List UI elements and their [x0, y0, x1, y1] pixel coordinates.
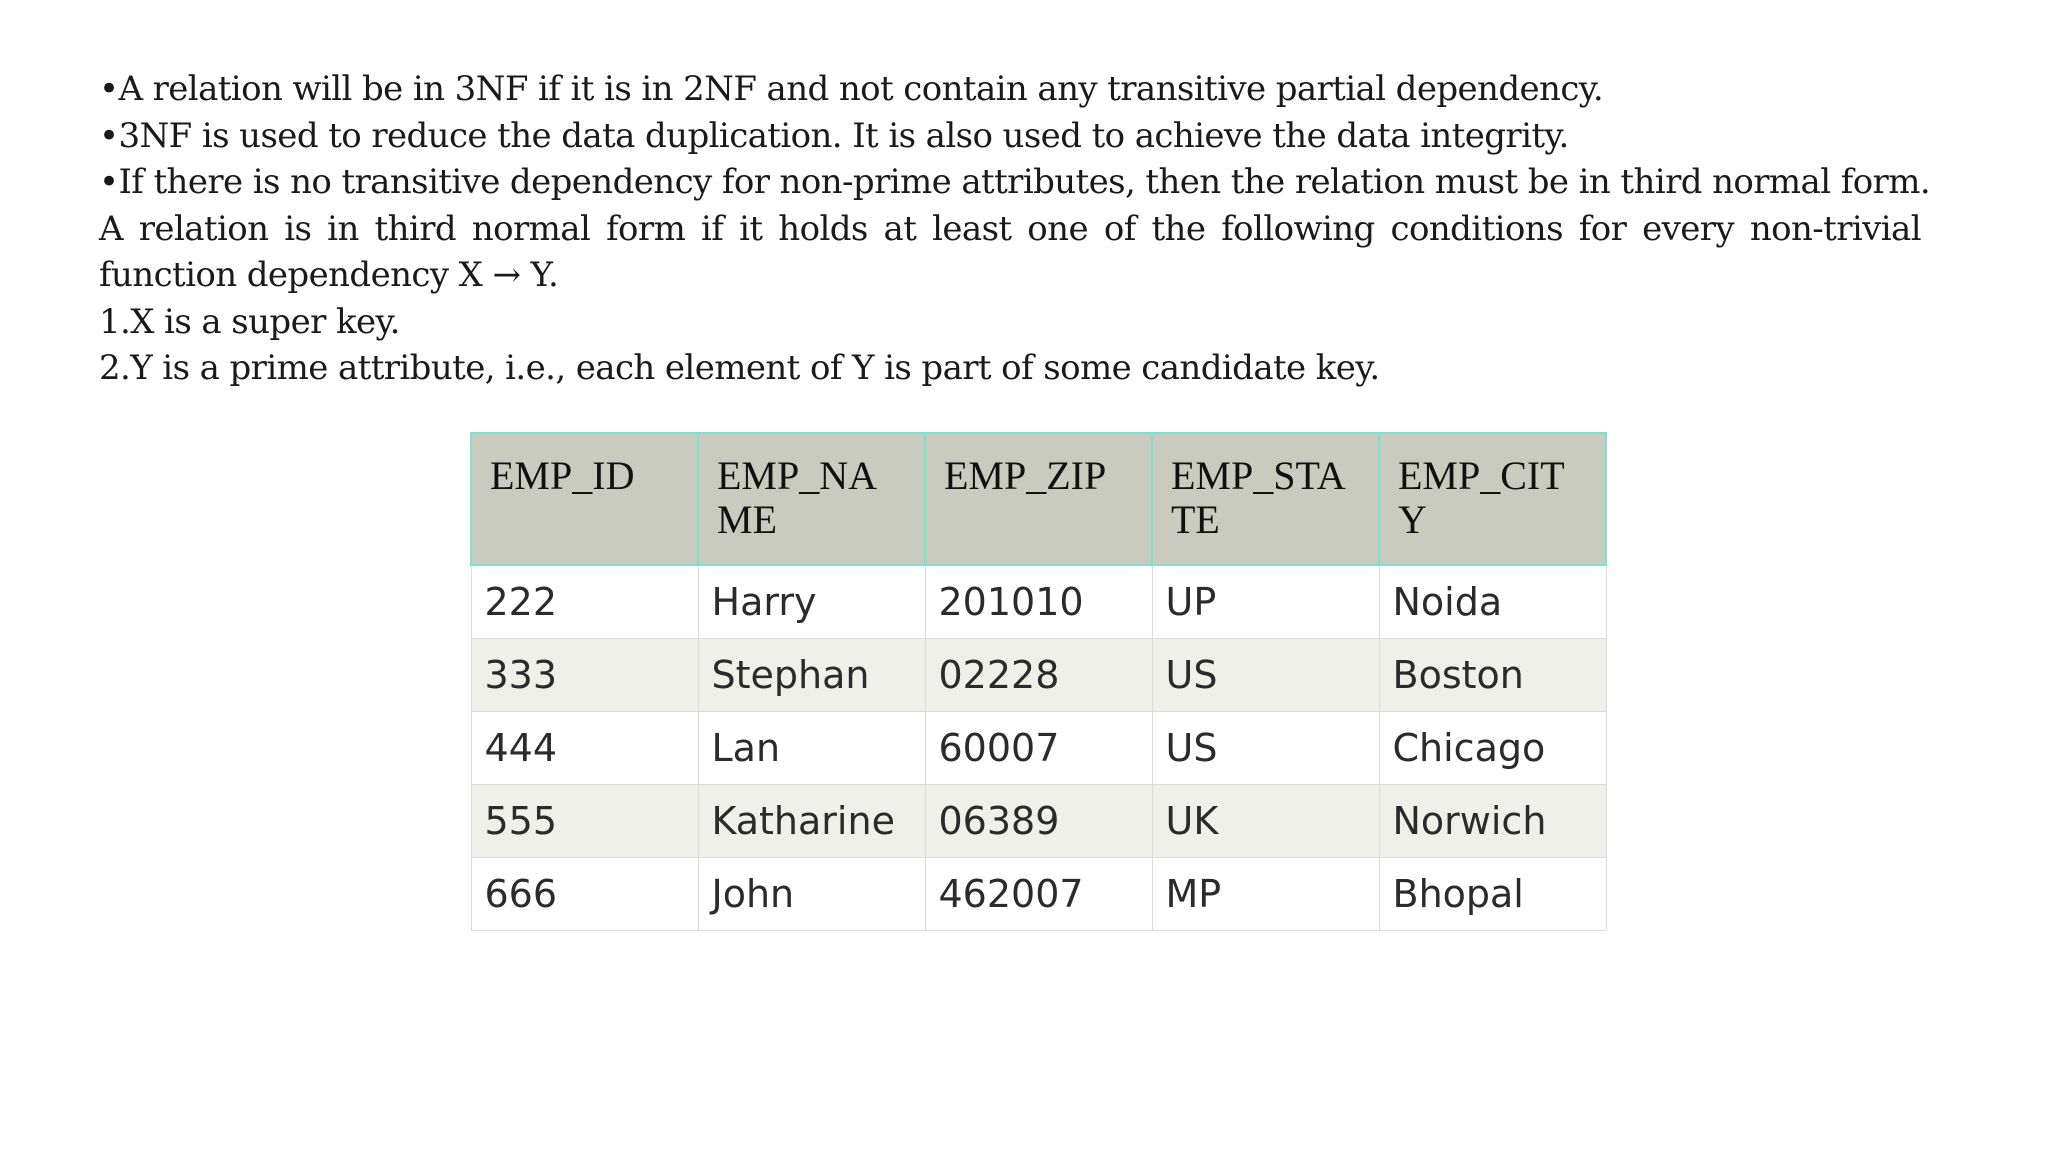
cell-emp-id: 333 — [470, 637, 699, 712]
cell-emp-city: Noida — [1378, 564, 1607, 639]
cell-emp-zip: 06389 — [924, 783, 1153, 858]
cell-emp-id: 555 — [470, 783, 699, 858]
cell-emp-zip: 462007 — [924, 856, 1153, 931]
header-emp-id: EMP_ID — [470, 432, 699, 566]
table-row: 222 Harry 201010 UP Noida — [470, 564, 1607, 639]
cell-emp-id: 444 — [470, 710, 699, 785]
condition-1: 1.X is a super key. — [99, 301, 400, 342]
cell-emp-name: Lan — [697, 710, 926, 785]
cell-emp-zip: 60007 — [924, 710, 1153, 785]
definition-paragraph: A relation is in third normal form if it… — [99, 208, 1922, 296]
header-emp-name: EMP_NAME — [697, 432, 926, 566]
cell-emp-name: Katharine — [697, 783, 926, 858]
cell-emp-state: US — [1151, 710, 1380, 785]
table-row: 666 John 462007 MP Bhopal — [470, 856, 1607, 931]
cell-emp-id: 222 — [470, 564, 699, 639]
cell-emp-name: Harry — [697, 564, 926, 639]
cell-emp-name: John — [697, 856, 926, 931]
header-emp-zip: EMP_ZIP — [924, 432, 1153, 566]
cell-emp-state: US — [1151, 637, 1380, 712]
cell-emp-city: Chicago — [1378, 710, 1607, 785]
cell-emp-state: UK — [1151, 783, 1380, 858]
cell-emp-name: Stephan — [697, 637, 926, 712]
bullet-1: •A relation will be in 3NF if it is in 2… — [99, 69, 1604, 109]
employee-table: EMP_ID EMP_NAME EMP_ZIP EMP_STATE EMP_CI… — [470, 432, 1607, 931]
cell-emp-state: MP — [1151, 856, 1380, 931]
cell-emp-city: Norwich — [1378, 783, 1607, 858]
cell-emp-state: UP — [1151, 564, 1380, 639]
table-header-row: EMP_ID EMP_NAME EMP_ZIP EMP_STATE EMP_CI… — [470, 432, 1607, 566]
content-text: •A relation will be in 3NF if it is in 2… — [99, 66, 1939, 392]
cell-emp-id: 666 — [470, 856, 699, 931]
bullet-3: •If there is no transitive dependency fo… — [99, 162, 1931, 202]
header-emp-state: EMP_STATE — [1151, 432, 1380, 566]
header-emp-city: EMP_CITY — [1378, 432, 1607, 566]
table-row: 444 Lan 60007 US Chicago — [470, 710, 1607, 785]
cell-emp-zip: 201010 — [924, 564, 1153, 639]
condition-2: 2.Y is a prime attribute, i.e., each ele… — [99, 348, 1380, 388]
cell-emp-city: Boston — [1378, 637, 1607, 712]
cell-emp-city: Bhopal — [1378, 856, 1607, 931]
table-row: 333 Stephan 02228 US Boston — [470, 637, 1607, 712]
cell-emp-zip: 02228 — [924, 637, 1153, 712]
table-row: 555 Katharine 06389 UK Norwich — [470, 783, 1607, 858]
bullet-2: •3NF is used to reduce the data duplicat… — [99, 115, 1569, 156]
